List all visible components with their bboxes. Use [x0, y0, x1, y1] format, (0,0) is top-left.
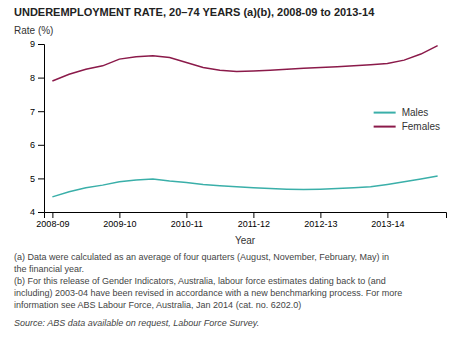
y-tick: 7 — [30, 107, 44, 117]
y-tick: 8 — [30, 73, 44, 83]
legend-swatch — [374, 126, 396, 128]
series-line — [52, 46, 437, 81]
x-tick: 2009-10 — [103, 212, 136, 229]
plot-lines — [52, 46, 437, 197]
x-tick: 2013-14 — [371, 212, 404, 229]
legend-label: Males — [402, 107, 429, 118]
source-note: Source: ABS data available on request, L… — [14, 318, 259, 328]
legend-item: Females — [374, 121, 440, 132]
footnotes: (a) Data were calculated as an average o… — [14, 252, 402, 328]
x-tick-mark — [387, 212, 388, 218]
x-axis: 2008-09 2009-10 2010-11 2011-12 2012-13 2013-… — [36, 212, 446, 229]
y-tick-label: 5 — [30, 174, 35, 184]
x-tick-label: 2012-13 — [304, 219, 337, 229]
x-tick: 2008-09 — [36, 212, 69, 229]
x-axis-label: Year — [235, 235, 256, 246]
x-axis-line — [45, 213, 447, 219]
footnote: including) 2003-04 have been revised in … — [14, 288, 402, 298]
footnote: (a) Data were calculated as an average o… — [14, 252, 389, 262]
legend-item: Males — [374, 107, 429, 118]
y-tick-mark — [38, 78, 44, 79]
x-tick-label: 2010-11 — [171, 219, 203, 229]
series-line — [52, 176, 437, 197]
x-tick-label: 2011-12 — [238, 219, 270, 229]
y-tick-mark — [38, 178, 44, 179]
y-tick-label: 7 — [30, 107, 35, 117]
legend-label: Females — [402, 121, 440, 132]
x-tick-label: 2008-09 — [36, 219, 69, 229]
x-tick: 2011-12 — [238, 212, 270, 229]
chart-container: UNDEREMPLOYMENT RATE, 20–74 YEARS (a)(b)… — [0, 0, 458, 349]
footnote: (b) For this release of Gender Indicator… — [14, 276, 386, 286]
y-tick-label: 4 — [30, 207, 35, 217]
x-tick-mark — [119, 212, 120, 218]
title: UNDEREMPLOYMENT RATE, 20–74 YEARS (a)(b)… — [14, 6, 375, 18]
y-axis: 4 5 6 7 8 9 — [30, 39, 45, 217]
y-axis-line — [38, 45, 45, 213]
x-tick-label: 2009-10 — [103, 219, 136, 229]
x-tick: 2010-11 — [171, 212, 203, 229]
y-axis-label: Rate (%) — [14, 25, 53, 36]
x-tick-mark — [52, 212, 53, 218]
x-tick-mark — [186, 212, 187, 218]
y-tick: 9 — [30, 39, 44, 49]
x-tick-label: 2013-14 — [371, 219, 404, 229]
legend-swatch — [374, 112, 396, 114]
y-tick-mark — [38, 111, 44, 112]
footnote: information see ABS Labour Force, Austra… — [14, 300, 301, 310]
legend: Males Females — [374, 107, 440, 132]
y-tick: 6 — [30, 140, 44, 150]
y-tick-label: 9 — [30, 39, 35, 49]
x-tick: 2012-13 — [304, 212, 337, 229]
y-tick-mark — [38, 212, 44, 213]
y-tick-label: 8 — [30, 73, 35, 83]
chart-svg: UNDEREMPLOYMENT RATE, 20–74 YEARS (a)(b)… — [0, 0, 458, 349]
y-tick-mark — [38, 145, 44, 146]
x-tick-mark — [253, 212, 254, 218]
y-tick-mark — [38, 44, 44, 45]
y-tick-label: 6 — [30, 140, 35, 150]
y-tick: 4 — [30, 207, 44, 217]
footnote: the financial year. — [14, 264, 84, 274]
y-tick: 5 — [30, 174, 44, 184]
x-tick-mark — [320, 212, 321, 218]
